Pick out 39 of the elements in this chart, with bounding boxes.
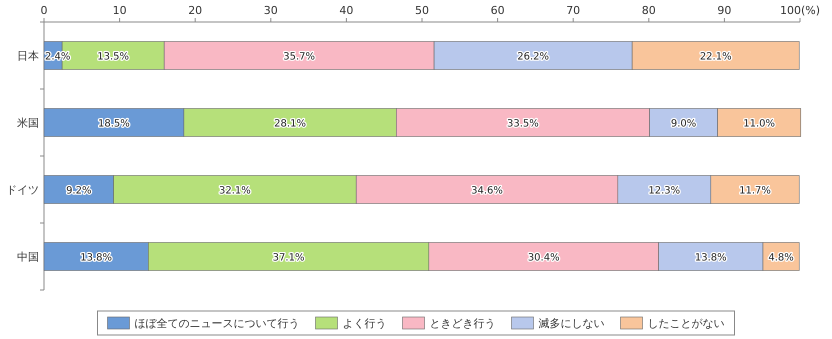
data-label: 34.6% <box>471 186 503 196</box>
x-tick-label: 80 <box>642 4 656 17</box>
legend-label: よく行う <box>342 317 386 330</box>
data-label: 35.7% <box>283 52 316 62</box>
data-label: 11.0% <box>743 118 776 130</box>
data-label: 28.1% <box>274 118 306 130</box>
data-label: 32.1% <box>219 186 251 196</box>
y-tick-label: ドイツ <box>6 184 39 196</box>
data-label: 30.4% <box>528 252 560 264</box>
data-label: 4.8% <box>768 252 794 264</box>
x-tick-label: 90 <box>717 4 732 17</box>
legend-label: 滅多にしない <box>538 317 604 330</box>
data-label: 12.3% <box>648 186 680 196</box>
x-tick-label: 0 <box>40 4 48 17</box>
data-label: 9.2% <box>66 186 92 196</box>
data-label: 26.2% <box>517 52 550 62</box>
x-tick-label: 50 <box>415 4 429 17</box>
legend-label: したことがない <box>648 317 724 330</box>
x-tick-label: 100(%) <box>780 4 820 17</box>
x-tick-label: 30 <box>264 4 278 17</box>
y-tick-label: 米国 <box>17 116 39 130</box>
y-tick-label: 中国 <box>17 250 39 264</box>
data-label: 13.8% <box>80 252 112 264</box>
x-tick-label: 10 <box>112 4 127 17</box>
data-label: 13.8% <box>694 252 727 264</box>
data-label: 37.1% <box>272 252 304 264</box>
x-tick-label: 70 <box>566 4 580 17</box>
data-label: 13.5% <box>97 52 130 62</box>
data-label: 11.7% <box>739 186 771 196</box>
data-label: 33.5% <box>507 118 539 130</box>
data-label: 22.1% <box>700 52 732 62</box>
legend-label: ほぼ全てのニュースについて行う <box>134 317 300 330</box>
data-label: 9.0% <box>670 118 696 130</box>
x-tick-label: 20 <box>188 4 202 17</box>
x-tick-label: 40 <box>339 4 354 17</box>
x-tick-label: 60 <box>490 4 505 17</box>
legend-label: ときどき行う <box>430 317 496 330</box>
y-tick-label: 日本 <box>17 50 39 62</box>
data-label: 18.5% <box>98 118 130 130</box>
